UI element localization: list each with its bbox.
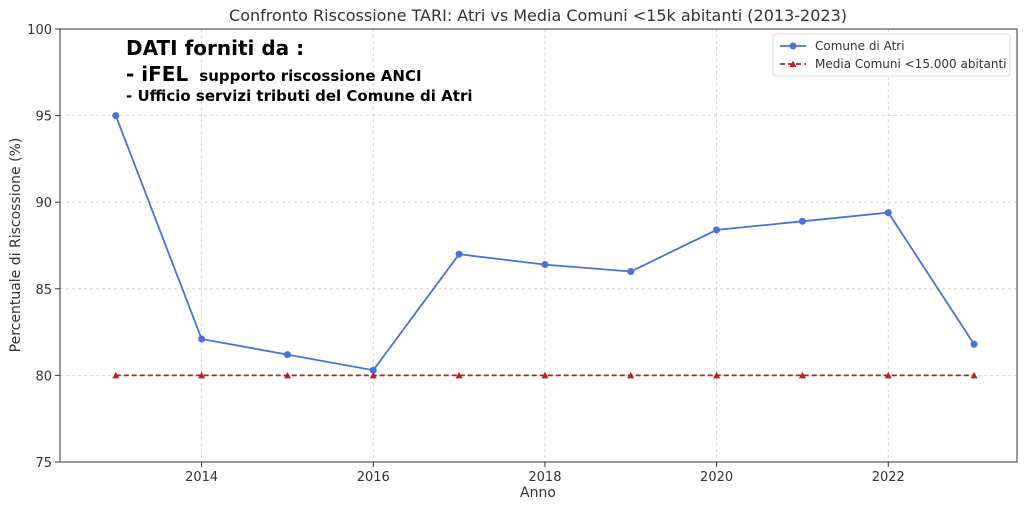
y-axis-ticks: 75 80 85 90 95 100 (27, 23, 60, 471)
note-heading: DATI forniti da : (126, 36, 304, 60)
data-point-atri (455, 250, 463, 258)
legend-marker-atri (789, 42, 797, 50)
y-tick-label: 90 (35, 196, 52, 211)
data-point-atri (541, 261, 549, 269)
data-point-atri (369, 366, 377, 374)
data-point-media (970, 371, 978, 379)
legend-label-media: Media Comuni <15.000 abitanti (815, 57, 1007, 71)
data-point-media (884, 371, 892, 379)
plot-frame (59, 28, 1018, 463)
data-point-media (713, 371, 721, 379)
y-tick-label: 85 (35, 283, 52, 298)
data-point-atri (713, 226, 721, 234)
data-point-media (541, 371, 549, 379)
y-axis-label: Percentuale di Riscossione (%) (8, 138, 24, 353)
note-ifel: - iFEL (126, 62, 188, 86)
data-point-media (369, 371, 377, 379)
data-point-media (112, 371, 120, 379)
data-point-atri (884, 209, 892, 217)
series-line-atri (114, 115, 975, 372)
x-tick-label: 2022 (872, 470, 905, 485)
data-point-atri (627, 267, 635, 275)
y-tick-label: 80 (35, 369, 52, 384)
x-axis-label: Anno (520, 485, 556, 501)
data-point-media (455, 371, 463, 379)
legend-marker-media (789, 60, 797, 67)
legend: Comune di Atri Media Comuni <15.000 abit… (772, 33, 1011, 77)
x-axis-ticks: 2014 2016 2018 2020 2022 (185, 462, 905, 485)
note-anci: supporto riscossione ANCI (199, 67, 421, 85)
grid-lines (60, 28, 1017, 463)
data-point-atri (970, 340, 978, 348)
note-line-2: - Ufficio servizi tributi del Comune di … (126, 87, 472, 105)
data-point-media (283, 371, 291, 379)
x-tick-label: 2018 (528, 470, 561, 485)
data-point-media (798, 371, 806, 379)
data-point-atri (112, 112, 120, 120)
note-line-1: - iFEL supporto riscossione ANCI (126, 62, 422, 86)
legend-box (772, 33, 1011, 77)
legend-label-atri: Comune di Atri (815, 39, 905, 53)
data-point-atri (198, 335, 206, 343)
x-tick-label: 2014 (185, 470, 218, 485)
x-tick-label: 2020 (700, 470, 733, 485)
data-source-note: DATI forniti da : - iFEL supporto riscos… (126, 36, 472, 105)
data-point-media (627, 371, 635, 379)
data-point-media (198, 371, 206, 379)
x-tick-label: 2016 (357, 470, 390, 485)
y-tick-label: 75 (35, 456, 52, 471)
series-layer (112, 112, 978, 379)
data-point-atri (283, 351, 291, 359)
chart-title: Confronto Riscossione TARI: Atri vs Medi… (229, 6, 847, 25)
y-tick-label: 95 (35, 110, 52, 125)
y-tick-label: 100 (27, 23, 52, 38)
data-point-atri (798, 217, 806, 225)
